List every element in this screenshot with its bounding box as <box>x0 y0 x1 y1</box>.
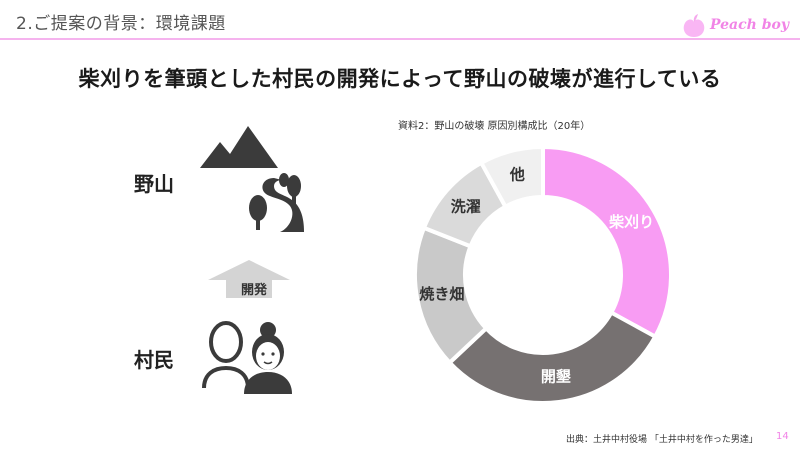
donut-slice-1 <box>446 309 658 405</box>
nature-label: 野山 <box>134 172 174 196</box>
mountain-icon <box>200 126 278 168</box>
section-title: 2.ご提案の背景：環境課題 <box>16 14 226 34</box>
chart-title: 資料2：野山の破壊 原因別構成比（20年） <box>398 121 591 132</box>
villagers-icon <box>202 321 292 394</box>
page-title: 柴刈りを筆頭とした村民の開発によって野山の破壊が進行している <box>78 67 722 91</box>
arrow-label: 開発 <box>240 283 267 298</box>
page-number: 14 <box>776 431 789 442</box>
header-divider <box>0 38 800 40</box>
brand-name: Peach boy <box>710 17 789 33</box>
villagers-label: 村民 <box>134 348 174 372</box>
donut-slice-4 <box>478 144 545 210</box>
peach-icon <box>683 14 705 37</box>
donut-label-4: 他 <box>509 166 525 184</box>
donut-label-1: 開墾 <box>541 368 572 386</box>
brand-logo: Peach boy <box>676 12 789 42</box>
donut-label-2: 焼き畑 <box>419 285 464 303</box>
source-citation: 出典：土井中村役場 「土井中村を作った男達」 <box>566 435 758 445</box>
donut-label-0: 柴刈り <box>608 213 654 231</box>
forest-path-icon <box>249 173 304 232</box>
donut-label-3: 洗濯 <box>451 197 481 215</box>
up-arrow-icon <box>208 260 290 298</box>
donut-slice-0 <box>541 144 673 340</box>
